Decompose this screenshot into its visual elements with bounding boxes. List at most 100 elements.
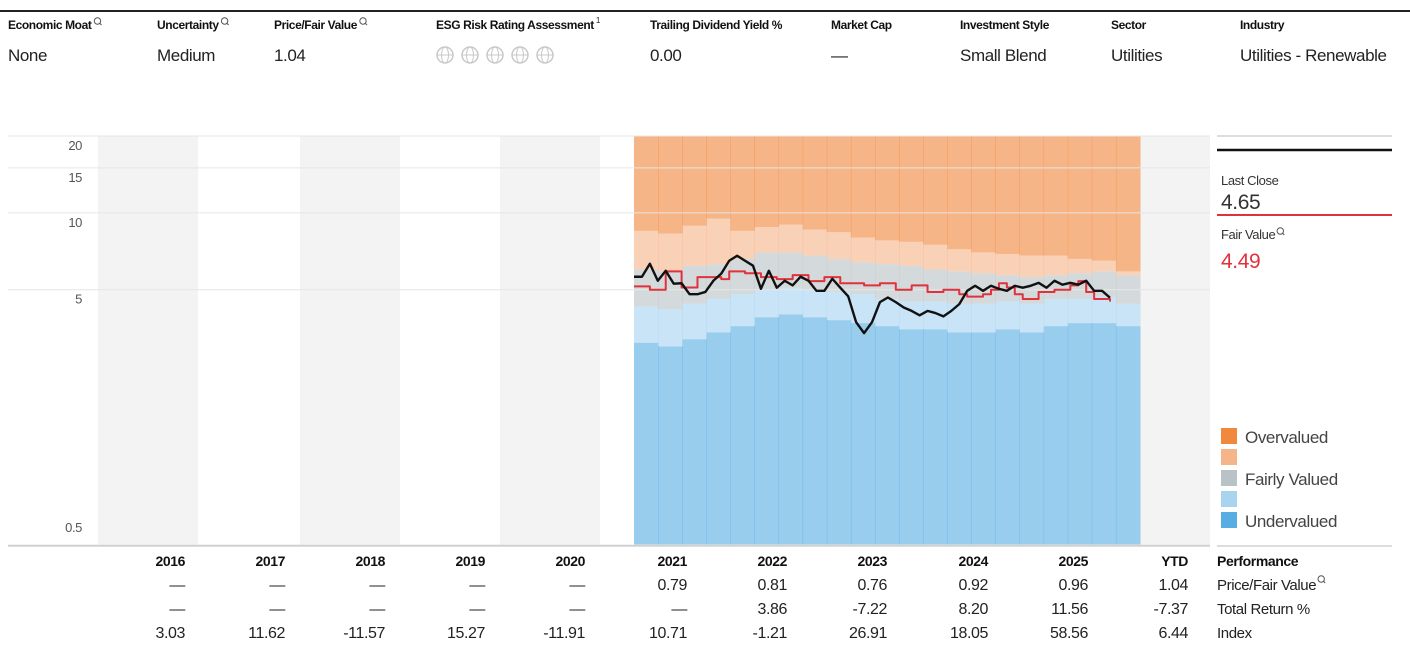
valuation-band: [971, 273, 996, 304]
y-tick-label: 5: [75, 292, 82, 307]
metric-label: Economic Moat: [8, 18, 92, 32]
y-tick-label: 0.5: [65, 520, 82, 535]
valuation-band: [971, 332, 996, 545]
valuation-band: [802, 136, 828, 230]
year-header: 2016: [155, 553, 185, 569]
table-cell: -11.57: [343, 625, 385, 642]
valuation-band: [850, 136, 876, 238]
valuation-band: [682, 339, 707, 545]
valuation-band: [971, 303, 996, 333]
metric-label: Uncertainty: [157, 18, 219, 32]
valuation-band: [1043, 326, 1069, 545]
valuation-band: [706, 136, 731, 219]
valuation-band: [1091, 296, 1117, 324]
table-cell: -11.91: [543, 625, 585, 642]
valuation-band: [1115, 303, 1141, 327]
year-header: 2018: [355, 553, 385, 569]
valuation-band: [874, 264, 900, 299]
valuation-band: [754, 136, 780, 228]
valuation-band: [850, 237, 876, 263]
valuation-band: [1115, 271, 1141, 276]
year-header: 2019: [455, 553, 485, 569]
table-cell: 0.96: [1058, 577, 1088, 594]
row-label: Index: [1217, 625, 1253, 642]
valuation-band: [947, 249, 972, 272]
valuation-band: [802, 255, 828, 290]
valuation-band: [995, 253, 1021, 276]
metric-label: Price/Fair Value: [274, 18, 358, 32]
valuation-band: [899, 329, 924, 545]
valuation-band: [874, 136, 900, 241]
last-close-value: 4.65: [1221, 191, 1260, 214]
metric-label: Investment Style: [960, 18, 1050, 32]
valuation-band: [995, 301, 1021, 330]
table-cell: —: [369, 577, 385, 594]
valuation-band: [826, 320, 852, 545]
valuation-band: [1043, 298, 1069, 327]
table-cell: 26.91: [849, 625, 888, 642]
info-icon-tail: [99, 22, 102, 26]
valuation-band: [802, 289, 828, 318]
legend-swatch: [1221, 512, 1237, 528]
valuation-band: [730, 294, 755, 327]
year-header: 2025: [1058, 553, 1088, 569]
metric-value: —: [831, 46, 848, 65]
legend-label: Undervalued: [1245, 512, 1337, 531]
table-cell: 15.27: [447, 625, 486, 642]
year-header: 2021: [657, 553, 687, 569]
year-header: YTD: [1161, 553, 1188, 569]
valuation-band: [1091, 260, 1117, 272]
valuation-band: [995, 329, 1021, 545]
valuation-band: [706, 218, 731, 265]
valuation-band: [634, 306, 659, 343]
legend-label: Overvalued: [1245, 428, 1328, 447]
table-cell: —: [269, 577, 285, 594]
info-icon-tail: [226, 22, 229, 26]
metric-value: Utilities - Renewable: [1240, 46, 1387, 65]
valuation-band: [706, 264, 731, 299]
valuation-band: [754, 227, 780, 253]
metric-label: Industry: [1240, 18, 1285, 32]
valuation-band: [730, 326, 755, 545]
valuation-band: [1019, 303, 1045, 333]
valuation-band: [1091, 323, 1117, 545]
fair-value-line: [634, 270, 1111, 302]
table-cell: 0.81: [757, 577, 787, 594]
valuation-band: [1067, 298, 1093, 324]
valuation-band: [995, 136, 1021, 254]
valuation-band: [1067, 258, 1093, 274]
valuation-band: [634, 230, 659, 270]
table-cell: -7.22: [853, 601, 888, 618]
info-icon-tail: [1322, 580, 1326, 584]
table-cell: 58.56: [1050, 625, 1089, 642]
legend-swatch: [1221, 449, 1237, 465]
table-cell: 6.44: [1158, 625, 1188, 642]
table-cell: -1.21: [753, 625, 788, 642]
table-cell: 0.79: [657, 577, 687, 594]
info-icon-tail: [1281, 232, 1285, 236]
year-header: 2022: [757, 553, 787, 569]
valuation-band: [706, 332, 731, 545]
info-icon: [220, 17, 229, 25]
valuation-band: [778, 287, 804, 315]
fair-value-label: Fair Value: [1221, 227, 1275, 242]
valuation-band: [778, 224, 804, 253]
metric-value: None: [8, 46, 47, 65]
info-icon: [93, 17, 102, 25]
metric-value: Medium: [157, 46, 215, 65]
valuation-band: [730, 230, 755, 259]
valuation-band: [899, 241, 924, 266]
table-title: Performance: [1217, 553, 1299, 569]
last-close-label: Last Close: [1221, 173, 1279, 188]
valuation-band: [1043, 255, 1069, 276]
row-label: Price/Fair Value: [1217, 577, 1316, 594]
legend-swatch: [1221, 470, 1237, 486]
legend-swatch: [1221, 428, 1237, 444]
year-shade: [300, 136, 400, 545]
y-tick-label: 15: [68, 170, 82, 185]
valuation-band: [682, 303, 707, 340]
valuation-band: [1115, 326, 1141, 545]
table-cell: —: [469, 601, 485, 618]
valuation-band: [1019, 255, 1045, 278]
